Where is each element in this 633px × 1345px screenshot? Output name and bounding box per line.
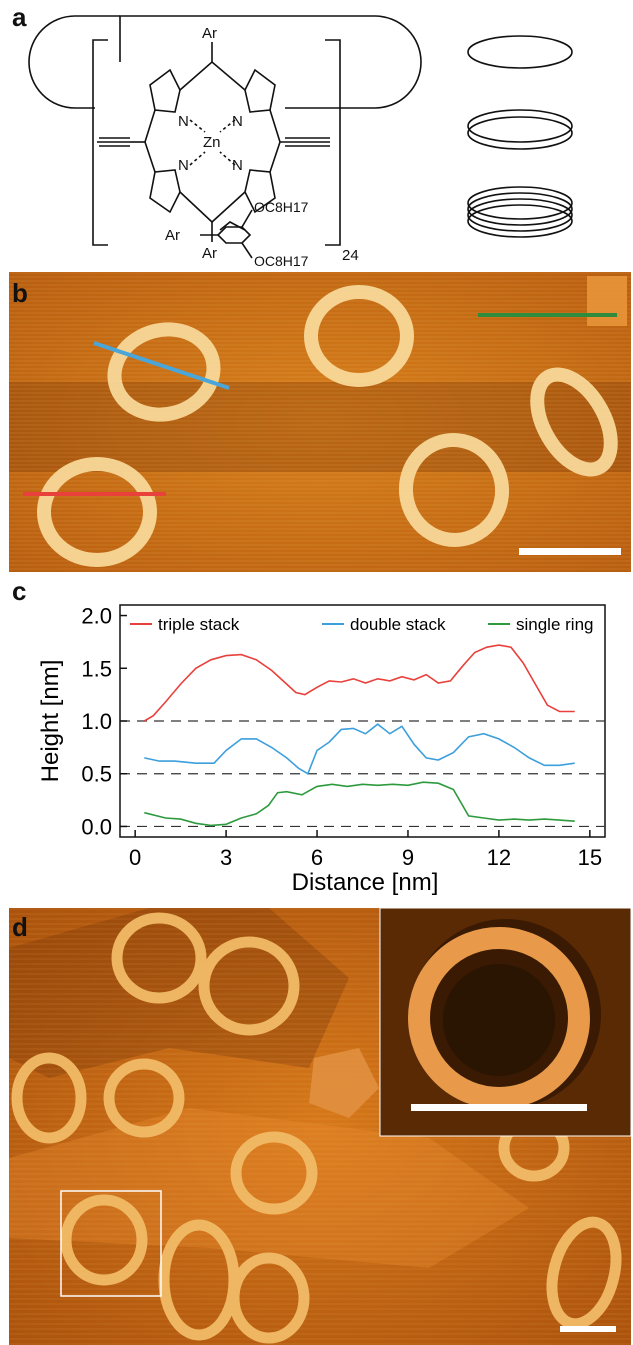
x-tick-label-3: 9	[402, 845, 414, 870]
panel-c-height-profile: Distance [nm] Height [nm] 0 3 6 9 12 15 0.0 0.5…	[0, 575, 633, 900]
stm-image-d	[9, 908, 631, 1345]
ar-bottom-label: Ar	[202, 245, 217, 262]
y-axis-title: Height [nm]	[37, 660, 64, 783]
x-tick-label-5: 15	[578, 845, 602, 870]
x-tick-label-4: 12	[487, 845, 511, 870]
inset-scale-bar	[411, 1104, 587, 1111]
panel-label-d: d	[12, 912, 28, 942]
porphyrin-structure-diagram: Ar Ar Zn N N N N 24 Ar OC8H17 OC8H17	[28, 15, 573, 269]
zn-label: Zn	[203, 134, 221, 151]
y-tick-label-2: 1.0	[81, 709, 112, 734]
series-line-triple-stack	[143, 644, 575, 722]
series-line-single-ring	[144, 781, 575, 827]
x-tick-label-1: 3	[220, 845, 232, 870]
scale-bar-b	[519, 548, 621, 555]
inset-region-box	[60, 1190, 162, 1297]
panel-b-stm-image	[9, 272, 631, 572]
x-axis-title: Distance [nm]	[292, 869, 439, 896]
legend-label-1: double stack	[350, 615, 446, 634]
n-label-3: N	[178, 157, 189, 174]
x-tick-label-0: 0	[129, 845, 141, 870]
y-tick-label-1: 0.5	[81, 762, 112, 787]
scale-bar-d	[560, 1326, 616, 1332]
stm-image-b	[9, 272, 631, 572]
double-stack-profile-line	[93, 341, 230, 390]
n-label-1: N	[178, 113, 189, 130]
n-label-4: N	[232, 157, 243, 174]
panel-label-b: b	[12, 278, 28, 308]
panel-label-c: c	[12, 576, 27, 606]
series-line-double-stack	[144, 723, 575, 775]
inset-zoom	[379, 908, 631, 1137]
y-tick-label-3: 1.5	[81, 656, 112, 681]
substituent-bottom: OC8H17	[254, 253, 309, 269]
x-tick-label-2: 6	[311, 845, 323, 870]
repeat-count: 24	[342, 247, 359, 264]
panel-d-stm-image	[9, 908, 631, 1345]
n-label-2: N	[232, 113, 243, 130]
height-profile-chart: Distance [nm] Height [nm] 0 3 6 9 12 15 0.0 0.5…	[37, 604, 606, 896]
legend-label-0: triple stack	[158, 615, 240, 634]
panel-label-a: a	[12, 2, 27, 32]
y-tick-label-4: 2.0	[81, 604, 112, 629]
ar-definition-label: Ar	[165, 227, 180, 244]
y-tick-label-0: 0.0	[81, 814, 112, 839]
substituent-top: OC8H17	[254, 199, 309, 215]
legend-label-2: single ring	[516, 615, 594, 634]
panel-a-structure: Ar Ar Zn N N N N 24 Ar OC8H17 OC8H17	[0, 0, 633, 272]
ar-top-label: Ar	[202, 25, 217, 42]
